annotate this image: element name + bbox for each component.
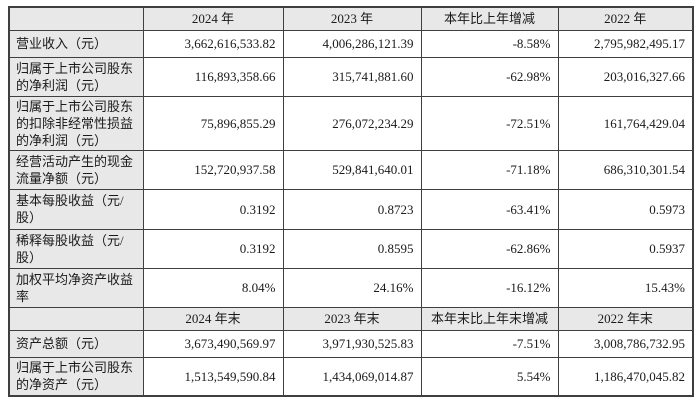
row-label-cell: 加权平均净资产收益率 — [8, 267, 144, 308]
row-label-cell: 归属于上市公司股东的扣除非经常性损益的净利润（元） — [8, 95, 144, 151]
value-cell: 2,795,982,495.17 — [557, 29, 694, 58]
value-cell: 0.5937 — [557, 228, 694, 269]
value-cell: 276,072,234.29 — [282, 95, 422, 151]
column-header-cell: 2022 年末 — [557, 306, 694, 331]
row-label-cell: 归属于上市公司股东的净资产（元） — [8, 356, 144, 397]
value-cell: -8.58% — [420, 29, 559, 58]
column-header-cell: 本年末比上年末增减 — [420, 306, 559, 331]
column-header-cell: 2023 年 — [282, 6, 422, 31]
column-header-row: 2024 年 2023 年本年比上年增减 2022 年 — [8, 6, 694, 31]
row-label-cell: 归属于上市公司股东的净利润（元） — [8, 56, 144, 97]
corner-cell — [8, 306, 144, 331]
table-row: 归属于上市公司股东的扣除非经常性损益的净利润（元） 75,896,855.29 27… — [8, 95, 694, 151]
table-row: 归属于上市公司股东的净资产（元） 1,513,549,590.84 1,434,06… — [8, 356, 694, 397]
value-cell: 0.3192 — [142, 228, 284, 269]
column-header-cell: 2024 年 — [142, 6, 284, 31]
table-row: 基本每股收益（元/股） 0.3192 0.8723 -63.41% 0.5973 — [8, 188, 694, 230]
value-cell: 3,673,490,569.97 — [142, 329, 284, 358]
table-row: 加权平均净资产收益率 8.04% 24.16% -16.12% 15.43% — [8, 267, 694, 308]
value-cell: -62.98% — [420, 56, 559, 97]
value-cell: -63.41% — [420, 188, 559, 230]
table-row: 经营活动产生的现金流量净额（元） 152,720,937.58 529,841,64… — [8, 149, 694, 190]
value-cell: -7.51% — [420, 329, 559, 358]
value-cell: 315,741,881.60 — [282, 56, 422, 97]
row-label-cell: 营业收入（元） — [8, 29, 144, 58]
column-header-cell: 2022 年 — [557, 6, 694, 31]
corner-cell — [8, 6, 144, 31]
row-label-cell: 资产总额（元） — [8, 329, 144, 358]
value-cell: 8.04% — [142, 267, 284, 308]
financial-summary-table-body: 2024 年 2023 年本年比上年增减 2022 年营业收入（元） 3,662,61… — [8, 6, 694, 397]
value-cell: 75,896,855.29 — [142, 95, 284, 151]
column-header-row: 2024 年末 2023 年末 本年末比上年末增减 2022 年末 — [8, 306, 694, 331]
value-cell: 3,971,930,525.83 — [282, 329, 422, 358]
value-cell: 4,006,286,121.39 — [282, 29, 422, 58]
value-cell: 1,186,470,045.82 — [557, 356, 694, 397]
table-row: 资产总额（元） 3,673,490,569.97 3,971,930,525.83-… — [8, 329, 694, 358]
column-header-cell: 本年比上年增减 — [420, 6, 559, 31]
value-cell: -72.51% — [420, 95, 559, 151]
value-cell: 1,513,549,590.84 — [142, 356, 284, 397]
value-cell: 203,016,327.66 — [557, 56, 694, 97]
value-cell: 0.8595 — [282, 228, 422, 269]
column-header-cell: 2023 年末 — [282, 306, 422, 331]
column-header-cell: 2024 年末 — [142, 306, 284, 331]
table-row: 营业收入（元） 3,662,616,533.82 4,006,286,121.39-… — [8, 29, 694, 58]
value-cell: -71.18% — [420, 149, 559, 190]
value-cell: 529,841,640.01 — [282, 149, 422, 190]
value-cell: 116,893,358.66 — [142, 56, 284, 97]
financial-summary-table: 2024 年 2023 年本年比上年增减 2022 年营业收入（元） 3,662,61… — [8, 6, 694, 397]
row-label-cell: 稀释每股收益（元/股） — [8, 228, 144, 269]
value-cell: -62.86% — [420, 228, 559, 269]
table-row: 归属于上市公司股东的净利润（元） 116,893,358.66 315,741,88… — [8, 56, 694, 97]
value-cell: 5.54% — [420, 356, 559, 397]
value-cell: 24.16% — [282, 267, 422, 308]
value-cell: 15.43% — [557, 267, 694, 308]
value-cell: 3,662,616,533.82 — [142, 29, 284, 58]
value-cell: 1,434,069,014.87 — [282, 356, 422, 397]
value-cell: 686,310,301.54 — [557, 149, 694, 190]
value-cell: 152,720,937.58 — [142, 149, 284, 190]
table-row: 稀释每股收益（元/股） 0.3192 0.8595 -62.86% 0.5937 — [8, 228, 694, 269]
value-cell: 161,764,429.04 — [557, 95, 694, 151]
value-cell: 0.8723 — [282, 188, 422, 230]
row-label-cell: 经营活动产生的现金流量净额（元） — [8, 149, 144, 190]
value-cell: 0.5973 — [557, 188, 694, 230]
row-label-cell: 基本每股收益（元/股） — [8, 188, 144, 230]
value-cell: -16.12% — [420, 267, 559, 308]
value-cell: 3,008,786,732.95 — [557, 329, 694, 358]
value-cell: 0.3192 — [142, 188, 284, 230]
